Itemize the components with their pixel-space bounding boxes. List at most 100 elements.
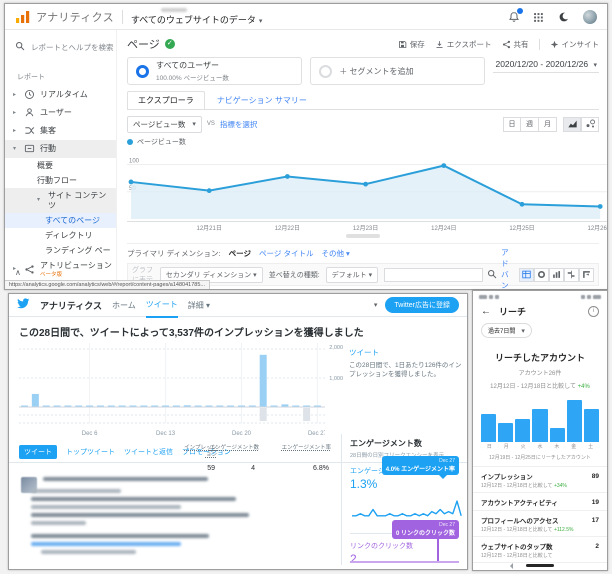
reach-bar [515,418,531,442]
granularity-月[interactable]: 月 [539,116,557,132]
twitter-ads-signup-button[interactable]: Twitter広告に登録 [385,297,459,313]
sidebar-item[interactable]: ランディング ペー [5,243,116,258]
page-title: ページ [127,39,160,51]
date-range-picker[interactable]: 2020/12/20 - 2020/12/26 ▾ [493,57,599,73]
insight-row[interactable]: インプレッション 89 12月12日 - 12月18日と比較して +34% [473,467,607,493]
account-chevron-icon[interactable]: ▾ [373,302,378,309]
performance-view-icon[interactable] [549,267,564,282]
home-indicator[interactable] [526,564,554,567]
search-input[interactable] [29,41,117,53]
back-nav-icon[interactable] [507,562,513,569]
secondary-dimension-button[interactable]: セカンダリ ディメンション ▾ [159,266,263,283]
export-button[interactable]: エクスポート [435,39,492,50]
sidebar-item[interactable]: ▸ アトリビューション ベータ版 [5,258,116,281]
report-search[interactable] [5,36,117,62]
theme-toggle-icon[interactable] [558,10,571,23]
sort-type-button[interactable]: デフォルト ▾ [325,266,379,283]
sidebar-item[interactable]: 概要 [5,158,116,173]
chart-controls: ページビュー数 ▾ VS 指標を選択 日週月 [127,115,599,133]
collapse-sidebar-icon[interactable]: ∧ [15,268,21,277]
sidebar-item[interactable]: ▾ サイト コンテンツ [5,188,116,213]
sidebar-item[interactable]: ▸ ユーザー [5,104,116,122]
percentage-view-icon[interactable] [534,267,549,282]
notifications-bell-icon[interactable] [508,8,523,23]
legend-label: ページビュー数 [137,139,186,146]
tooltip-text: 0 リンクのクリック数 [395,531,455,537]
save-icon [398,40,407,49]
date-filter-chip[interactable]: 過去7日間 ▾ [481,323,532,338]
chart-range-slider[interactable] [346,234,380,238]
dimension-other[interactable]: その他 ▾ [321,249,350,258]
x-tick-label: 12月26日 [587,226,607,232]
area-chart-icon[interactable] [563,116,581,132]
table-search-input[interactable] [384,267,484,282]
comparison-view-icon[interactable] [564,267,579,282]
sidebar-item[interactable]: ▸ リアルタイム [5,86,116,104]
sidebar-item[interactable]: ▾ 行動 [5,140,116,158]
link-clicks-label[interactable]: リンクのクリック数 [350,543,413,550]
apps-grid-icon[interactable] [533,10,546,23]
see-all-link[interactable]: すべて見る [570,569,599,571]
legend-dot-icon [127,139,133,145]
table-view-icon[interactable] [519,267,534,282]
insight-label: ウェブサイトのタップ数 [481,544,553,551]
twitter-nav-3[interactable]: 詳細 ▾ [187,300,211,310]
metric-select[interactable]: ページビュー数 ▾ [127,115,202,133]
insight-button[interactable]: インサイト [550,39,599,50]
clicks-baseline [350,561,459,563]
back-arrow-icon[interactable]: ← [481,306,491,317]
save-button[interactable]: 保存 [398,39,425,50]
sidebar-item[interactable]: ディレクトリ [5,228,116,243]
insight-label: アカウントアクティビティ [481,500,558,507]
tab-4[interactable]: プロモーション [182,449,231,456]
dimension-page-title[interactable]: ページ タイトル [259,249,314,258]
insight-row[interactable]: ウェブサイトのタップ数 2 12月12日 - 12月18日と比較して [473,537,607,563]
table-search: アドバンス [384,247,513,290]
column-engagements[interactable]: エンゲージメント数 [209,445,259,451]
vs-label: VS [206,121,215,127]
annotation-body: この28日間で、1日あたり126件のインプレッションを獲得しました。 [349,362,462,379]
search-icon[interactable] [487,266,497,284]
sidebar-item[interactable]: 行動フロー [5,173,116,188]
sidebar-item[interactable]: すべてのページ [5,212,116,228]
tweet-impressions-value: 59 [207,465,215,472]
property-selector[interactable]: すべてのウェブサイトのデータ ▾ [131,7,262,26]
twitter-bird-icon[interactable] [17,296,30,314]
sidebar-item[interactable]: ▸ 集客 [5,122,116,140]
tab-3[interactable]: ツイートと返信 [124,449,173,456]
divider [121,9,123,24]
divider [538,38,540,50]
tab-navigation-summary[interactable]: ナビゲーション サマリー [216,96,307,105]
dimension-page[interactable]: ページ [228,249,252,258]
share-button[interactable]: 共有 [502,39,529,50]
twitter-nav-2[interactable]: ツイート [145,294,178,318]
twitter-nav-items: ホーム ツイート 詳細 ▾ [112,294,211,318]
info-icon[interactable]: i [588,306,599,317]
motion-chart-icon[interactable] [581,116,599,132]
insight-row[interactable]: プロフィールへのアクセス 17 12月12日 - 12月18日と比較して +112… [473,511,607,537]
accounts-count: アカウント26件 [518,371,562,377]
pivot-view-icon[interactable] [579,267,594,282]
chevron-right-icon: ▸ [13,109,17,116]
select-metric-link[interactable]: 指標を選択 [219,119,258,129]
tab-1[interactable]: ツイート [19,445,57,459]
engagement-rate-label[interactable]: エンゲージメント率 [350,466,463,476]
avatar[interactable] [583,9,597,24]
chart-x-axis-labels: 12月21日 12月22日 12月23日 12月24日 12月25日 12月26日 [127,223,607,232]
sidebar-item-label: リアルタイム [40,90,88,100]
annotation-title-link[interactable]: ツイート [349,348,379,357]
tab-2[interactable]: トップツイート [66,449,115,456]
tweet-row-blurred[interactable] [21,477,321,554]
add-segment-button[interactable]: ＋ セグメントを追加 [310,57,486,85]
weekday-labels: 日月火水木金土 [481,443,599,450]
segment-all-users[interactable]: すべてのユーザー 100.00% ページビュー数 [127,57,303,85]
column-impressions[interactable]: インプレッション [184,445,217,458]
advanced-filter-link[interactable]: アドバンス [501,248,509,290]
tab-explorer[interactable]: エクスプローラ [127,91,205,109]
column-engagement-rate[interactable]: エンゲージメント率 [281,445,331,451]
granularity-日[interactable]: 日 [503,116,521,132]
granularity-週[interactable]: 週 [521,116,539,132]
insight-row[interactable]: アカウントアクティビティ 19 [473,493,607,511]
twitter-nav-1[interactable]: ホーム [112,300,136,310]
report-actions: 保存 エクスポート 共有 インサイト [398,38,599,50]
